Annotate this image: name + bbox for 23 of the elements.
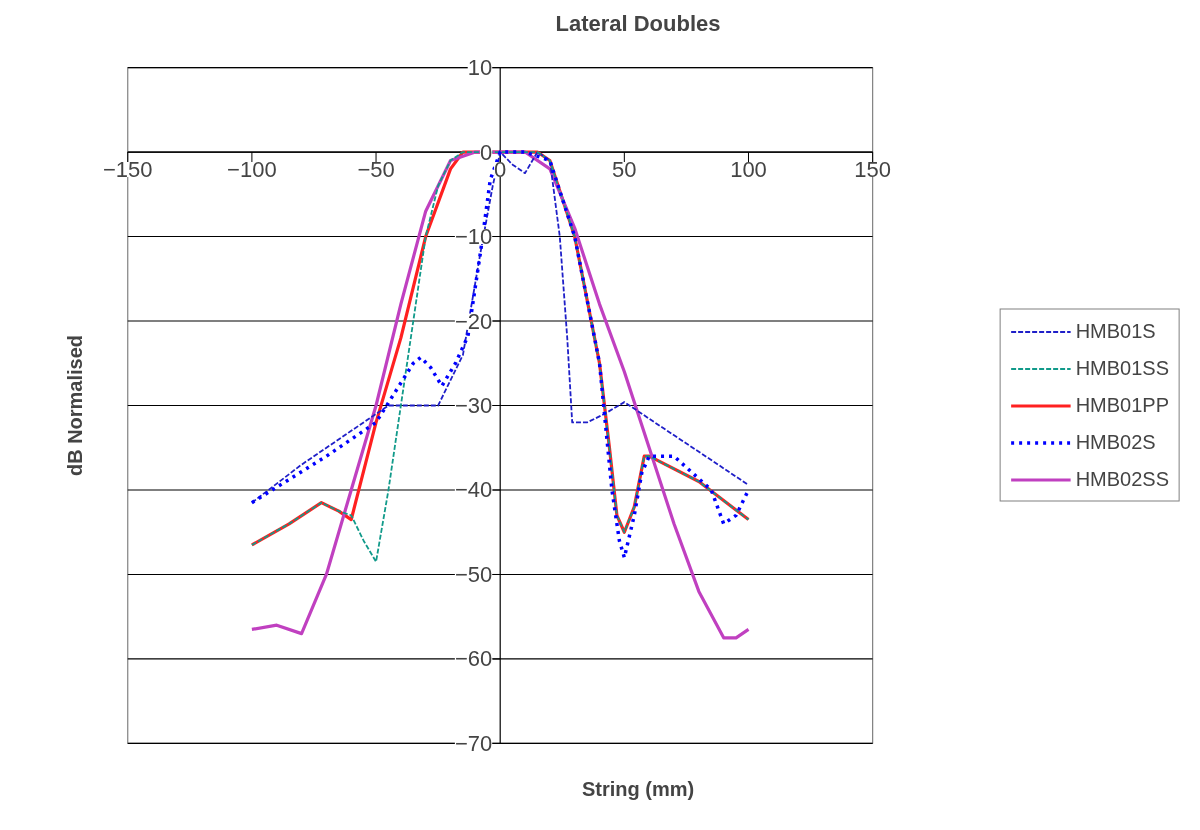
x-tick-label: −100 <box>227 157 277 183</box>
x-tick-label: 150 <box>854 157 892 183</box>
legend-label: HMB02S <box>1075 430 1156 454</box>
chart-title: Lateral Doubles <box>555 10 721 36</box>
y-tick-label: 10 <box>467 55 493 81</box>
x-axis-title: String (mm) <box>581 777 695 800</box>
y-tick-label: −60 <box>454 646 493 672</box>
x-tick-label: −150 <box>102 157 153 183</box>
y-tick-label: −70 <box>454 730 493 756</box>
legend-label: HMB01SS <box>1075 356 1169 380</box>
y-tick-label: −40 <box>454 477 493 503</box>
legend-label: HMB02SS <box>1075 467 1169 491</box>
x-tick-label: 50 <box>612 157 637 183</box>
legend-label: HMB01PP <box>1075 393 1169 417</box>
y-tick-label: −20 <box>454 308 493 334</box>
x-tick-label: 100 <box>730 157 767 183</box>
legend-label: HMB01S <box>1075 319 1156 343</box>
y-tick-label: −50 <box>454 561 493 587</box>
y-tick-label: −30 <box>454 393 493 418</box>
x-tick-label: −50 <box>357 157 395 183</box>
y-tick-label: 0 <box>479 139 493 165</box>
y-tick-label: −10 <box>454 224 493 250</box>
y-axis-title: dB Normalised <box>63 334 86 477</box>
